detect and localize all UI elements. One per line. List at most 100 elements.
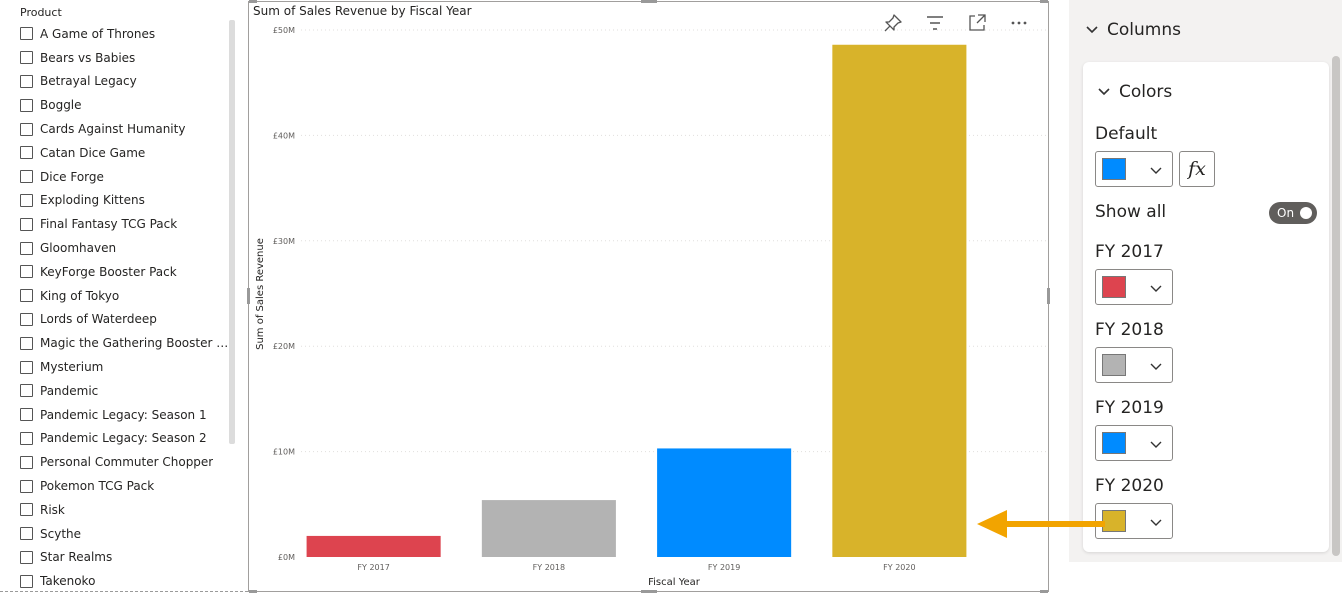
slicer-item[interactable]: Risk [20, 498, 234, 522]
resize-handle-left[interactable] [247, 288, 250, 304]
default-color-picker[interactable] [1095, 151, 1173, 187]
slicer-item-label: A Game of Thrones [40, 26, 156, 41]
checkbox[interactable] [20, 241, 33, 255]
checkbox[interactable] [20, 479, 33, 493]
colors-card-header[interactable]: Colors [1095, 82, 1172, 102]
slicer-item[interactable]: Lords of Waterdeep [20, 308, 234, 332]
slicer-item-label: KeyForge Booster Pack [40, 264, 177, 279]
slicer-item-label: Pandemic Legacy: Season 2 [40, 431, 207, 446]
resize-handle-top-left[interactable] [249, 0, 257, 3]
columns-section-header[interactable]: Columns [1083, 20, 1181, 40]
slicer-item-label: Risk [40, 502, 65, 517]
slicer-item[interactable]: King of Tokyo [20, 284, 234, 308]
checkbox[interactable] [20, 193, 33, 207]
checkbox[interactable] [20, 360, 33, 374]
slicer-item[interactable]: Scythe [20, 522, 234, 546]
checkbox[interactable] [20, 527, 33, 541]
resize-handle-bottom-right[interactable] [1040, 590, 1048, 593]
slicer-item[interactable]: Cards Against Humanity [20, 117, 234, 141]
chevron-down-icon [1098, 88, 1110, 96]
bar[interactable] [306, 535, 441, 557]
focus-mode-icon[interactable] [962, 12, 992, 34]
checkbox[interactable] [20, 265, 33, 279]
checkbox[interactable] [20, 431, 33, 445]
checkbox[interactable] [20, 336, 33, 350]
format-pane-scrollbar[interactable] [1332, 56, 1340, 556]
series-color-picker[interactable] [1095, 347, 1173, 383]
slicer-item[interactable]: Star Realms [20, 546, 234, 570]
series-color-label: FY 2020 [1095, 476, 1164, 496]
slicer-item[interactable]: Pokemon TCG Pack [20, 474, 234, 498]
slicer-item[interactable]: Final Fantasy TCG Pack [20, 212, 234, 236]
slicer-item-label: Star Realms [40, 550, 113, 565]
filter-icon[interactable] [920, 12, 950, 34]
series-color-picker[interactable] [1095, 269, 1173, 305]
slicer-item-label: Betrayal Legacy [40, 74, 137, 89]
slicer-item[interactable]: Betrayal Legacy [20, 70, 234, 94]
checkbox[interactable] [20, 384, 33, 398]
slicer-item[interactable]: Mysterium [20, 355, 234, 379]
chevron-down-icon [1150, 285, 1162, 292]
series-color-label: FY 2019 [1095, 398, 1164, 418]
y-tick-label: £30M [273, 237, 295, 246]
slicer-item[interactable]: Exploding Kittens [20, 189, 234, 213]
show-all-toggle[interactable]: On [1269, 202, 1317, 224]
resize-handle-right[interactable] [1047, 288, 1050, 304]
chart-title: Sum of Sales Revenue by Fiscal Year [253, 4, 472, 18]
bar[interactable] [657, 448, 792, 557]
checkbox[interactable] [20, 74, 33, 88]
bar[interactable] [832, 44, 967, 558]
bar-chart-visual[interactable]: £0M £10M £20M £30M £40M £50M FY 2017 FY 2018 FY … [247, 0, 1050, 593]
y-tick-label: £20M [273, 342, 295, 351]
slicer-item[interactable]: Gloomhaven [20, 236, 234, 260]
checkbox[interactable] [20, 170, 33, 184]
slicer-item[interactable]: Magic the Gathering Booster Pa... [20, 331, 234, 355]
checkbox[interactable] [20, 122, 33, 136]
slicer-item[interactable]: Personal Commuter Chopper [20, 450, 234, 474]
slicer-item[interactable]: Dice Forge [20, 165, 234, 189]
checkbox[interactable] [20, 217, 33, 231]
checkbox[interactable] [20, 51, 33, 65]
slicer-item[interactable]: Catan Dice Game [20, 141, 234, 165]
slicer-item-label: Exploding Kittens [40, 193, 145, 208]
slicer-item[interactable]: Boggle [20, 93, 234, 117]
x-tick-label: FY 2017 [357, 563, 389, 572]
checkbox[interactable] [20, 27, 33, 41]
visual-header-icons [878, 12, 1034, 34]
slicer-item-label: Catan Dice Game [40, 145, 146, 160]
checkbox[interactable] [20, 503, 33, 517]
checkbox[interactable] [20, 550, 33, 564]
series-color-picker[interactable] [1095, 425, 1173, 461]
slicer-item[interactable]: Pandemic Legacy: Season 1 [20, 403, 234, 427]
checkbox[interactable] [20, 574, 33, 588]
checkbox[interactable] [20, 289, 33, 303]
columns-section-title: Columns [1107, 20, 1181, 40]
series-color-label: FY 2018 [1095, 320, 1164, 340]
checkbox[interactable] [20, 455, 33, 469]
resize-handle-bottom[interactable] [641, 590, 657, 593]
slicer-item[interactable]: Takenoko [20, 569, 234, 593]
resize-handle-top-right[interactable] [1040, 0, 1048, 3]
toggle-knob [1300, 207, 1312, 219]
chevron-down-icon [1086, 26, 1098, 34]
resize-handle-bottom-left[interactable] [249, 590, 257, 593]
checkbox[interactable] [20, 146, 33, 160]
checkbox[interactable] [20, 312, 33, 326]
color-swatch [1102, 354, 1126, 376]
chevron-down-icon [1150, 363, 1162, 370]
slicer-item[interactable]: Pandemic [20, 379, 234, 403]
bar[interactable] [481, 500, 616, 557]
checkbox[interactable] [20, 98, 33, 112]
resize-handle-top[interactable] [641, 0, 657, 3]
more-options-icon[interactable] [1004, 12, 1034, 34]
checkbox[interactable] [20, 408, 33, 422]
slicer-scrollbar[interactable] [229, 20, 235, 444]
slicer-item[interactable]: KeyForge Booster Pack [20, 260, 234, 284]
pin-icon[interactable] [878, 12, 908, 34]
slicer-item-label: Takenoko [40, 574, 96, 589]
series-color-label: FY 2017 [1095, 242, 1164, 262]
slicer-item[interactable]: Bears vs Babies [20, 46, 234, 70]
slicer-item[interactable]: Pandemic Legacy: Season 2 [20, 427, 234, 451]
slicer-item[interactable]: A Game of Thrones [20, 22, 234, 46]
conditional-formatting-fx-button[interactable]: fx [1179, 151, 1215, 187]
